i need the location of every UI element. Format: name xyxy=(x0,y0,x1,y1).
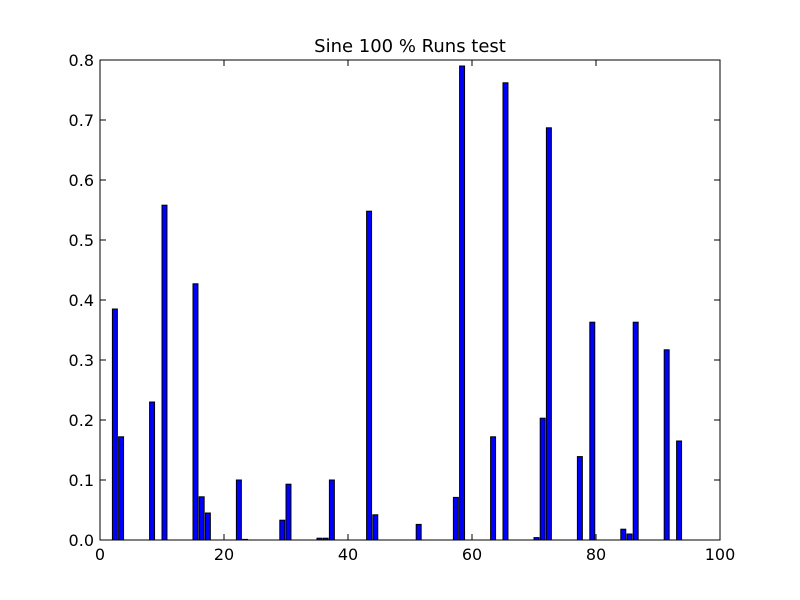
x-tick-label: 60 xyxy=(462,545,482,564)
bar xyxy=(161,204,168,541)
bar xyxy=(539,417,546,541)
bar xyxy=(490,436,497,541)
y-tick-label: 0.7 xyxy=(69,111,94,130)
bar xyxy=(118,436,125,541)
plot-area-frame xyxy=(99,59,721,541)
bar xyxy=(415,523,422,541)
x-tick-label: 0 xyxy=(95,545,105,564)
x-tick-label: 80 xyxy=(586,545,606,564)
y-tick-label: 0.4 xyxy=(69,291,94,310)
x-tick-label: 20 xyxy=(214,545,234,564)
y-tick-label: 0.8 xyxy=(69,51,94,70)
ticks-group: 0 20 40 60 80 100 0.0 0.1 0.2 0.3 0.4 0.5 0.6 0.7 0.8 xyxy=(69,51,736,564)
bar xyxy=(328,479,335,541)
bar xyxy=(372,514,379,541)
x-tick-label: 40 xyxy=(338,545,358,564)
x-tick-label: 100 xyxy=(705,545,736,564)
bar xyxy=(676,440,683,541)
y-tick-label: 0.3 xyxy=(69,351,94,370)
bar xyxy=(279,519,286,541)
bar xyxy=(620,528,627,541)
bar xyxy=(663,349,670,541)
y-tick-label: 0.5 xyxy=(69,231,94,250)
bar xyxy=(545,127,552,541)
bar xyxy=(452,496,459,541)
bar xyxy=(111,308,118,541)
bar xyxy=(235,479,242,541)
bar xyxy=(198,496,205,541)
chart-title: Sine 100 % Runs test xyxy=(314,36,506,57)
y-tick-label: 0.2 xyxy=(69,411,94,430)
bar xyxy=(149,401,156,541)
bars-group xyxy=(111,65,683,541)
bar xyxy=(632,321,639,541)
bar xyxy=(366,210,373,541)
y-tick-label: 0.1 xyxy=(69,471,94,490)
bar xyxy=(204,512,211,541)
y-tick-label: 0.0 xyxy=(69,531,94,550)
bar xyxy=(192,283,199,541)
bar xyxy=(502,82,509,541)
bar xyxy=(285,483,292,541)
bar xyxy=(459,65,466,541)
bar xyxy=(589,321,596,541)
bar xyxy=(576,456,583,541)
y-tick-label: 0.6 xyxy=(69,171,94,190)
bar xyxy=(626,533,633,541)
